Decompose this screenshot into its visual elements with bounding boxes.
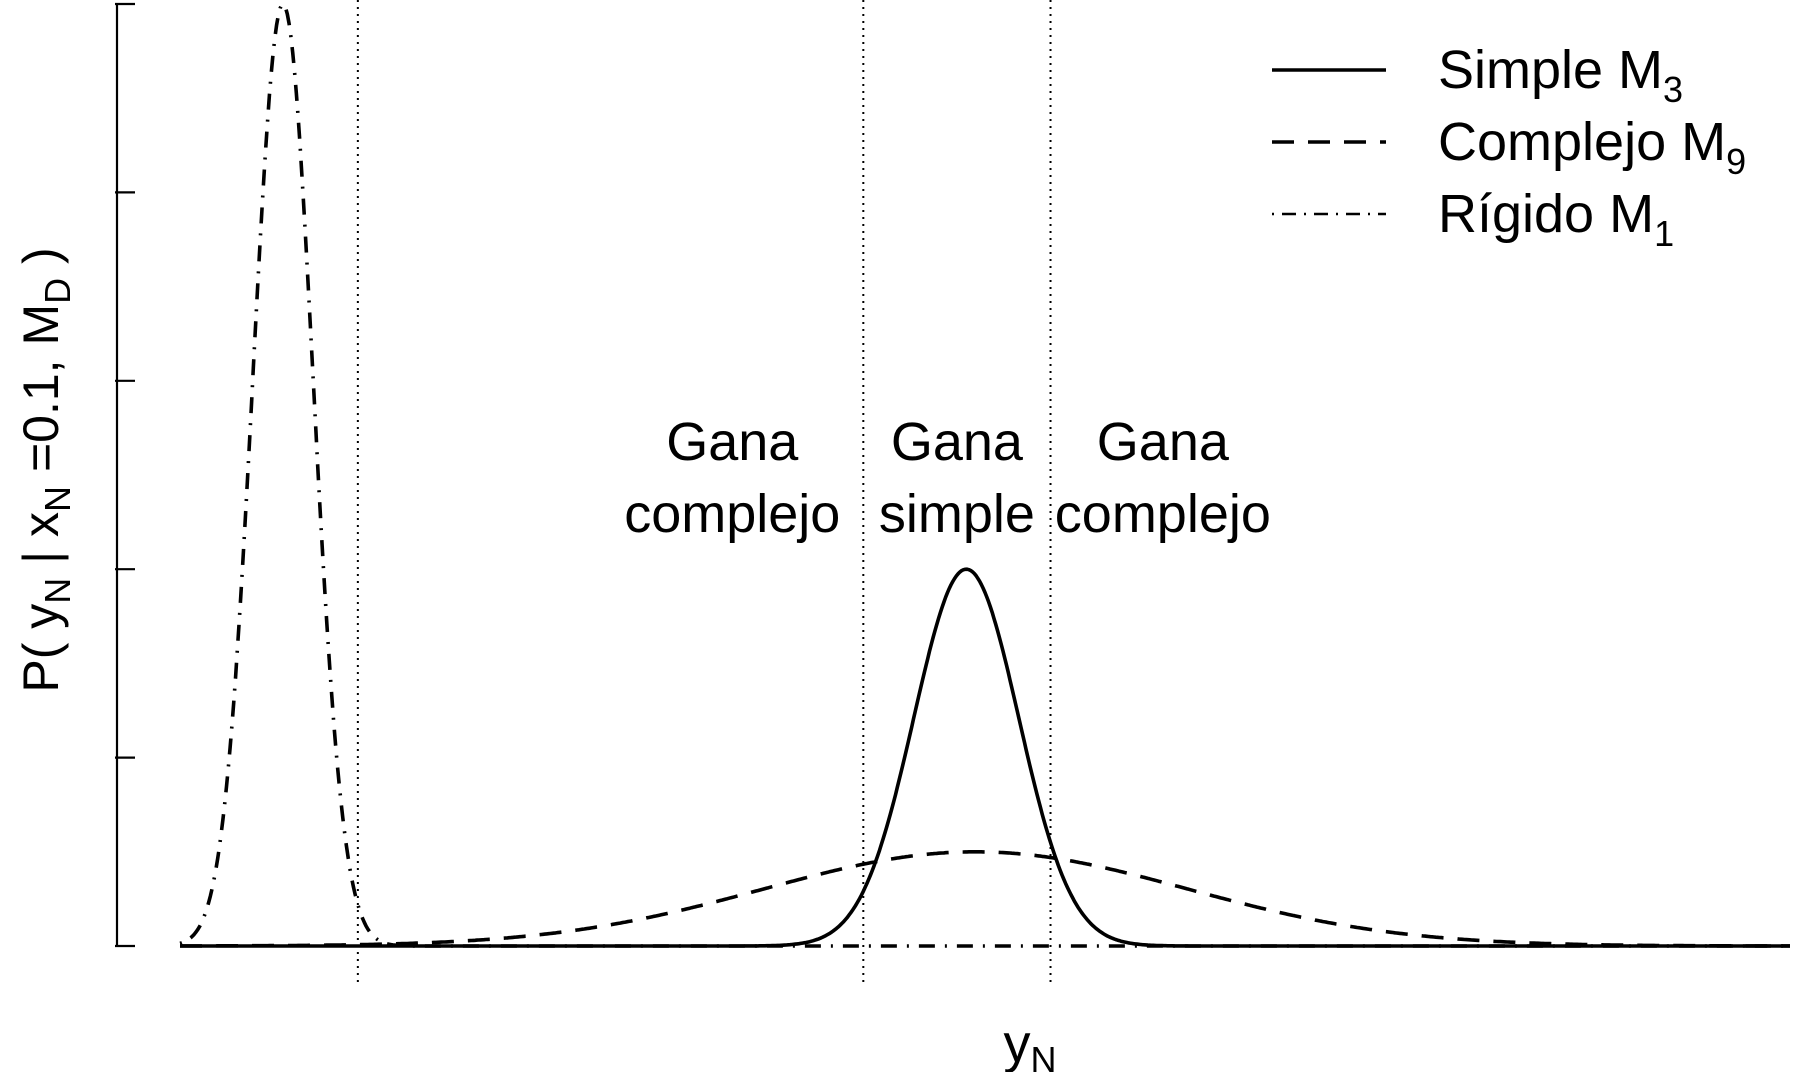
y-axis-label: P( yN | xN =0.1, MD ) <box>13 247 78 692</box>
region-label-line1: Gana <box>666 412 799 472</box>
y-axis-label-sub: N <box>37 486 78 512</box>
legend-entry-2: Complejo M9 <box>1438 112 1746 182</box>
series-line-1 <box>180 567 1790 948</box>
y-axis <box>115 2 135 948</box>
y-axis-label-part: P( y <box>13 604 69 693</box>
x-axis-label: yN <box>1004 1014 1057 1072</box>
legend-entry-1: Simple M3 <box>1438 40 1683 110</box>
y-axis-label-part: | x <box>13 512 69 578</box>
region-label-line2: complejo <box>624 484 840 544</box>
series-curves <box>179 2 1790 948</box>
x-axis-label-sub: N <box>1031 1039 1057 1072</box>
region-label-line1: Gana <box>1097 412 1230 472</box>
y-axis-label-sub: N <box>37 578 78 604</box>
region-labels: Gana complejo Gana simple Gana complejo <box>624 412 1271 544</box>
legend-entry-3: Rígido M1 <box>1438 184 1674 254</box>
region-label-line2: complejo <box>1055 484 1271 544</box>
y-axis-label-part: =0.1, M <box>13 304 69 486</box>
region-label-line1: Gana <box>891 412 1024 472</box>
x-axis-label-main: y <box>1004 1014 1031 1072</box>
region-label-line2: simple <box>879 484 1035 544</box>
y-axis-label-part: ) <box>13 247 69 278</box>
series-line-2 <box>180 850 1790 948</box>
y-axis-label-sub: D <box>37 278 78 304</box>
